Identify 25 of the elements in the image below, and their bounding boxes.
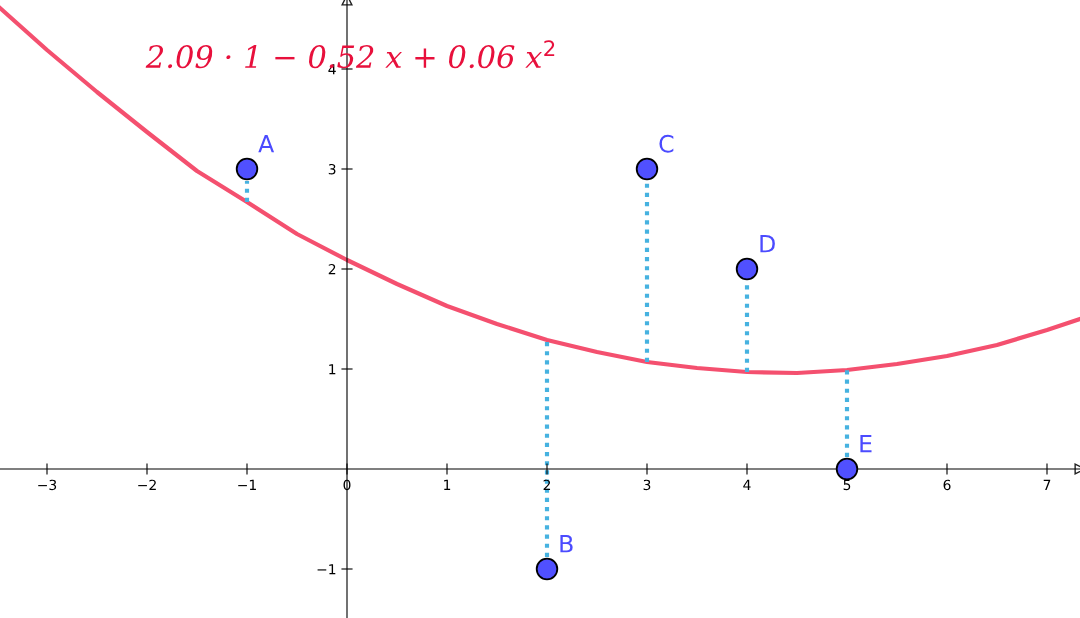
point <box>235 157 259 181</box>
y-tick-label: 1 <box>329 364 336 375</box>
x-tick-label: 7 <box>1043 479 1051 490</box>
x-tick-label: −1 <box>238 479 256 490</box>
y-tick-label: 2 <box>328 263 336 275</box>
annotation: B <box>560 535 573 553</box>
point <box>835 457 859 481</box>
x-tick-label: 6 <box>943 479 951 491</box>
point <box>735 257 759 281</box>
point <box>635 157 659 181</box>
x-tick-label: 5 <box>843 479 851 491</box>
y-tick-label: −1 <box>317 564 336 575</box>
annotation: C <box>659 134 674 153</box>
annotation: A <box>258 135 275 153</box>
y-tick-label: 3 <box>328 163 336 175</box>
x-tick-label: 4 <box>743 479 751 490</box>
x-tick-label: −2 <box>138 479 156 490</box>
x-tick-label: 2 <box>543 479 551 490</box>
line-series <box>0 5 1080 376</box>
x-tick-label: −3 <box>38 479 57 491</box>
annotation: E <box>860 435 872 453</box>
point <box>535 557 559 581</box>
x-tick-label: 3 <box>643 479 651 491</box>
x-tick-label: 1 <box>444 479 451 490</box>
annotation: D <box>760 235 775 253</box>
